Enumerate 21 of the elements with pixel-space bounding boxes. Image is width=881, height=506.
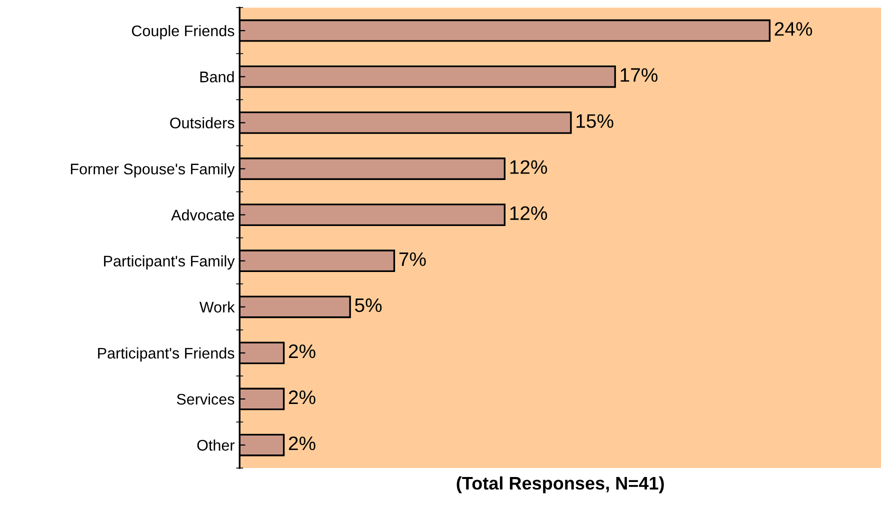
data-label: 12% (510, 160, 548, 174)
y-tick-label: Participant's Family (104, 255, 235, 270)
data-label: 2% (288, 390, 316, 404)
data-label: 5% (355, 298, 382, 312)
data-label: 2% (288, 436, 316, 450)
y-tick-label: Band (200, 71, 234, 82)
data-label: 17% (620, 68, 658, 82)
y-tick-label: Services (176, 393, 234, 405)
y-tick-label: Participant's Friends (98, 347, 234, 362)
data-label: 7% (399, 252, 426, 266)
y-tick-label: Other (197, 439, 235, 451)
x-axis-title: (Total Responses, N=41) (456, 476, 664, 494)
data-label: 15% (576, 114, 614, 128)
y-tick-label: Couple Friends (132, 25, 234, 40)
data-label: 12% (510, 206, 548, 220)
y-tick-label: Former Spouse's Family (70, 163, 235, 178)
data-label: 24% (774, 22, 812, 36)
data-label: 2% (288, 344, 316, 358)
y-tick-label: Advocate (171, 209, 234, 220)
y-tick-label: Outsiders (170, 117, 234, 128)
y-tick-label: Work (199, 301, 235, 313)
